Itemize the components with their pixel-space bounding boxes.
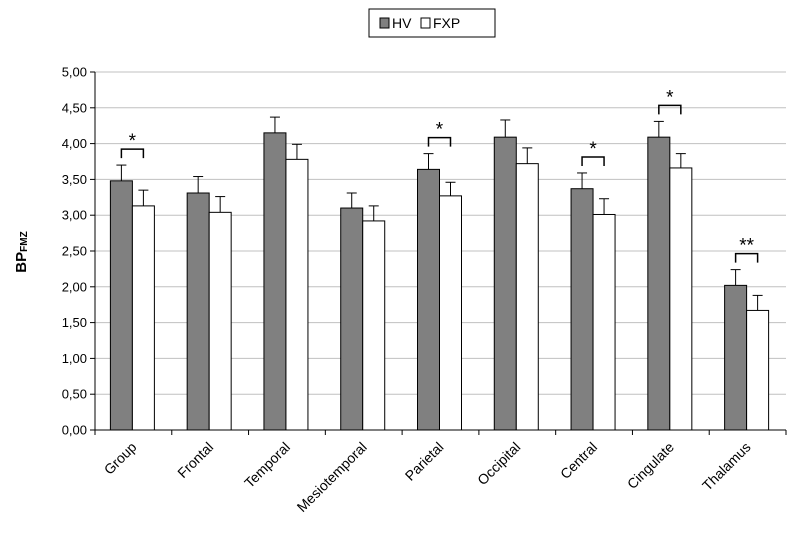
bar-hv [187, 193, 209, 430]
category-label: Cingulate [624, 439, 677, 492]
y-tick-label: 3,00 [62, 208, 87, 223]
bar-hv [571, 189, 593, 430]
significance-label: * [589, 139, 597, 160]
bar-hv [418, 169, 440, 430]
significance-label: * [436, 120, 444, 141]
category-label: Frontal [174, 439, 216, 481]
y-axis-label: BPFMZ [13, 231, 30, 272]
bar-fxp [593, 214, 615, 430]
legend-swatch-hv [380, 18, 389, 28]
category-label: Central [557, 439, 600, 482]
category-label: Thalamus [699, 439, 754, 494]
bar-fxp [670, 168, 692, 430]
y-tick-label: 0,00 [62, 423, 87, 438]
category-label: Group [101, 439, 140, 478]
category-labels: Group Frontal Temporal Mesiotemporal Parieta… [101, 439, 754, 515]
bar-fxp [209, 212, 231, 430]
category-label: Temporal [241, 439, 293, 491]
y-tick-label: 4,00 [62, 136, 87, 151]
significance-label: ** [739, 236, 754, 257]
bar-fxp [363, 221, 385, 430]
category-label: Mesiotemporal [294, 439, 370, 515]
bar-fxp [516, 164, 538, 430]
y-tick-label: 2,00 [62, 279, 87, 294]
bars [110, 117, 768, 430]
bar-fxp [132, 206, 154, 430]
y-tick-label: 4,50 [62, 100, 87, 115]
legend-label-hv: HV [392, 15, 412, 31]
y-tick-label: 1,00 [62, 351, 87, 366]
bar-fxp [286, 159, 308, 430]
legend-swatch-fxp [421, 18, 430, 28]
bar-hv [341, 208, 363, 430]
bar-hv [648, 137, 670, 430]
significance-label: * [129, 131, 137, 152]
y-tick-label: 1,50 [62, 315, 87, 330]
bar-fxp [440, 196, 462, 430]
bar-hv [264, 133, 286, 430]
y-tick-label: 5,00 [62, 65, 87, 80]
tick-labels: 0,00 0,50 1,00 1,50 2,00 2,50 3,00 3,50 4,00 4,50… [62, 65, 87, 438]
bar-hv [110, 181, 132, 430]
significance-label: * [666, 87, 674, 108]
legend: HV FXP [369, 9, 495, 37]
bar-hv [494, 137, 516, 430]
y-tick-label: 0,50 [62, 387, 87, 402]
bar-hv [725, 285, 747, 430]
category-label: Occipital [474, 439, 523, 488]
y-tick-label: 3,50 [62, 172, 87, 187]
bar-fxp [747, 310, 769, 430]
category-label: Parietal [402, 439, 447, 484]
legend-label-fxp: FXP [433, 15, 460, 31]
y-tick-label: 2,50 [62, 244, 87, 259]
